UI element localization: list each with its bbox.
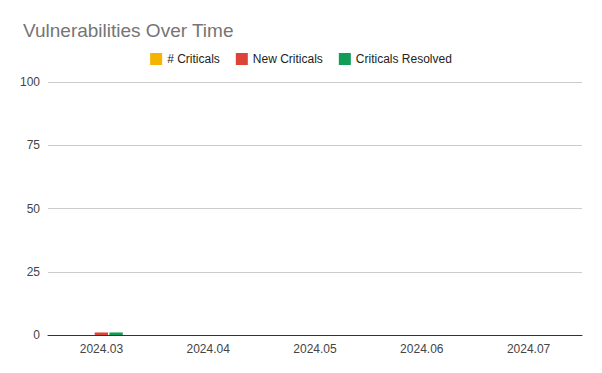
svg-text:New Criticals: New Criticals [253,52,323,66]
svg-text:50: 50 [27,202,41,216]
svg-text:0: 0 [33,328,40,342]
svg-text:# Criticals: # Criticals [167,52,220,66]
svg-text:2024.06: 2024.06 [400,342,444,356]
svg-text:2024.03: 2024.03 [80,342,124,356]
svg-text:2024.05: 2024.05 [293,342,337,356]
svg-text:75: 75 [27,138,41,152]
svg-text:2024.04: 2024.04 [187,342,231,356]
svg-text:Vulnerabilities Over Time: Vulnerabilities Over Time [23,20,233,41]
svg-text:100: 100 [20,75,40,89]
svg-text:Criticals Resolved: Criticals Resolved [356,52,452,66]
svg-text:25: 25 [27,265,41,279]
svg-text:2024.07: 2024.07 [507,342,551,356]
